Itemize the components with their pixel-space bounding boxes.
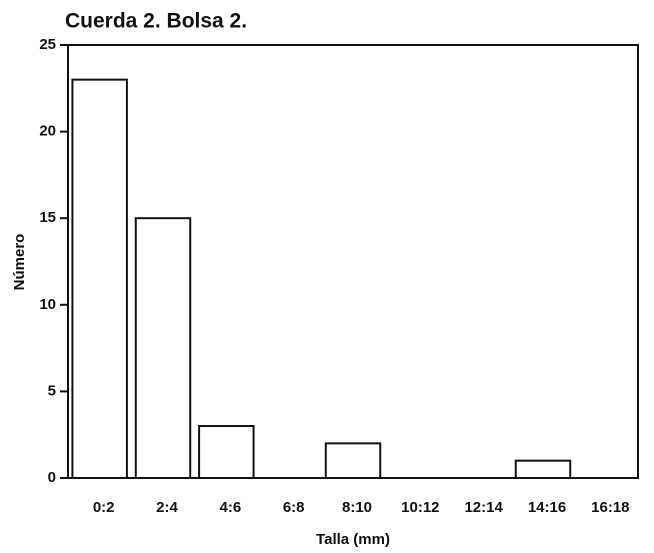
y-axis-label: Número <box>11 234 28 291</box>
x-tick-label: 16:18 <box>591 499 629 516</box>
y-tick-label: 20 <box>39 123 56 140</box>
y-tick-label: 25 <box>39 36 56 53</box>
x-tick-label: 8:10 <box>342 499 372 516</box>
y-tick-label: 0 <box>48 469 56 486</box>
x-tick-label: 4:6 <box>219 499 241 516</box>
x-tick-label: 14:16 <box>528 499 566 516</box>
x-tick-label: 10:12 <box>401 499 439 516</box>
bar <box>134 217 192 479</box>
bar <box>324 442 382 479</box>
x-tick-label: 12:14 <box>464 499 503 516</box>
y-tick-label: 10 <box>39 296 56 313</box>
bar <box>514 459 572 479</box>
x-tick-label: 0:2 <box>93 499 115 516</box>
y-tick-label: 5 <box>48 382 56 399</box>
x-tick-label: 6:8 <box>283 499 305 516</box>
x-tick-label: 2:4 <box>156 499 178 516</box>
bar <box>198 425 255 480</box>
y-tick-label: 15 <box>39 209 56 226</box>
bar <box>71 78 128 479</box>
x-axis-label: Talla (mm) <box>316 531 390 548</box>
chart-title: Cuerda 2. Bolsa 2. <box>65 10 247 33</box>
